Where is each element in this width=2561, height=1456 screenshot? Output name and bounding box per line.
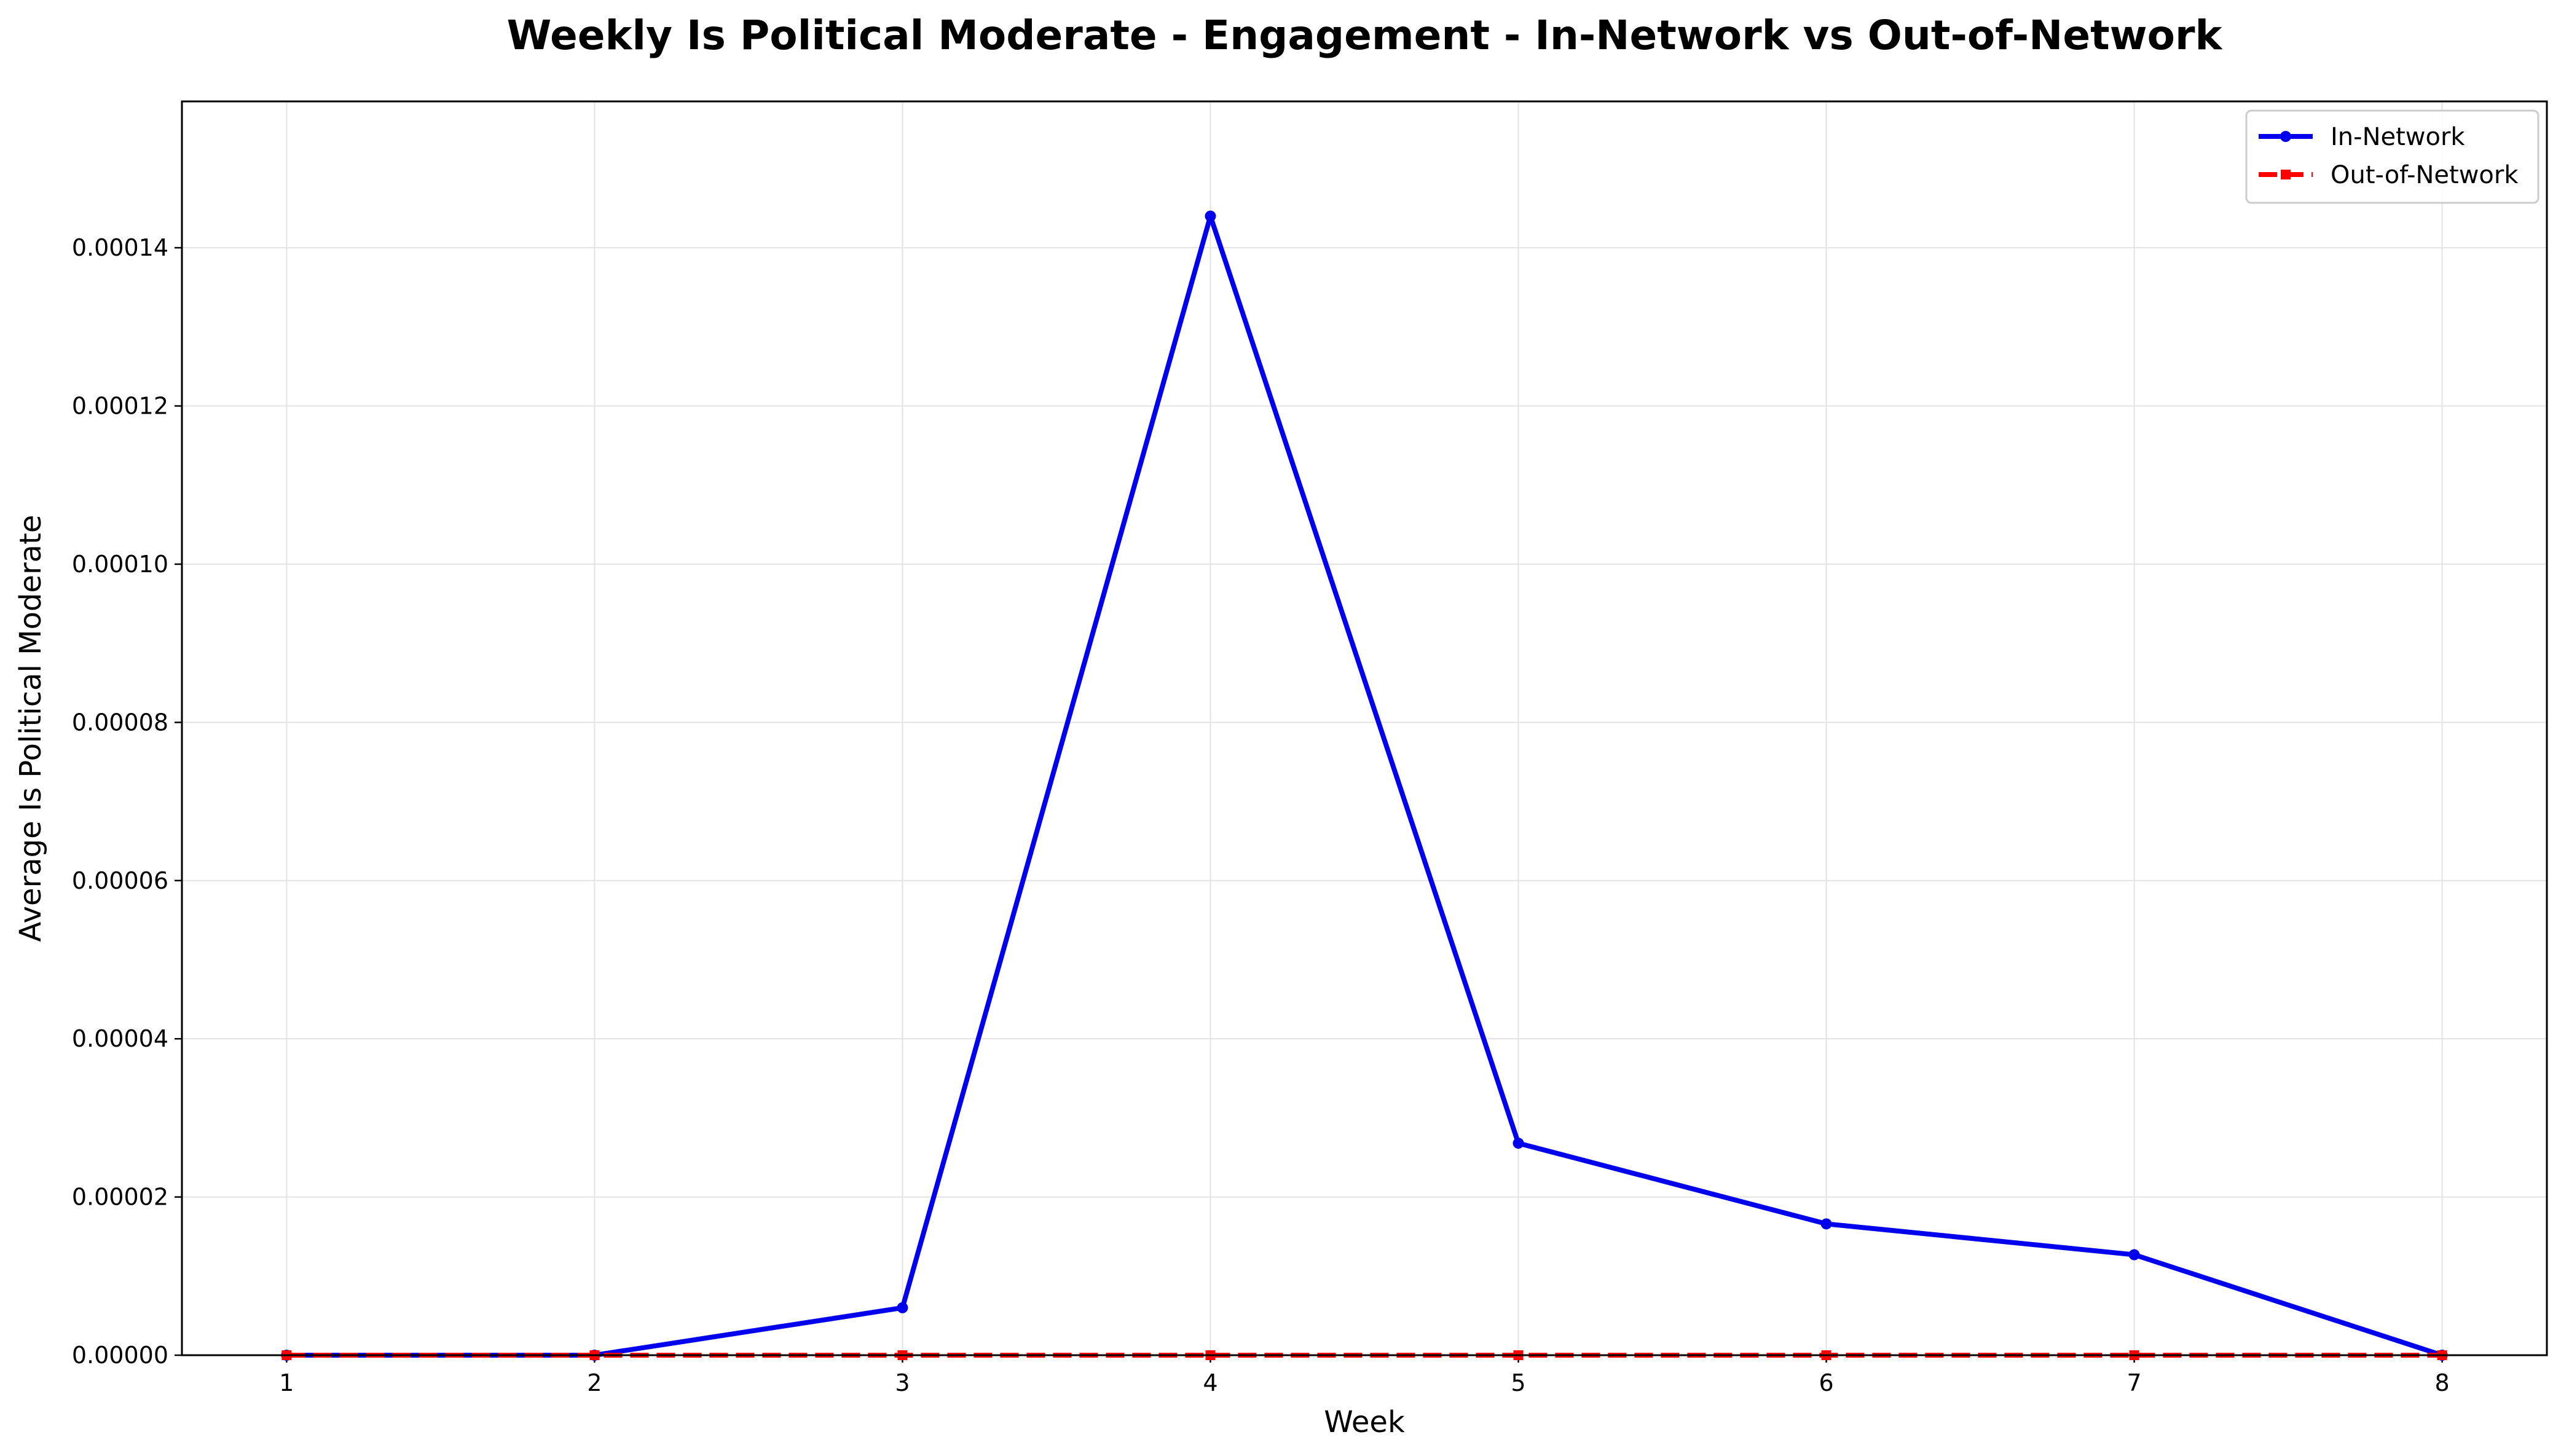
legend-box: [2245, 109, 2539, 204]
series-layer: [281, 210, 2448, 1361]
x-tick-label: 3: [895, 1369, 910, 1396]
data-point: [1513, 1138, 1524, 1149]
legend: In-Network Out-of-Network: [2245, 109, 2539, 204]
series-line: [286, 213, 2443, 1358]
y-tick-label: 0.00000: [72, 1342, 168, 1369]
legend-label: In-Network: [2331, 123, 2465, 151]
grid: [182, 101, 2547, 1356]
x-tick-label: 5: [1511, 1369, 1525, 1396]
x-tick-label: 1: [279, 1369, 294, 1396]
data-point: [1205, 210, 1216, 222]
y-tick-label: 0.00012: [72, 393, 168, 420]
x-tick-label: 2: [587, 1369, 602, 1396]
y-axis-label: Average Is Political Moderate: [14, 515, 48, 942]
legend-marker: [2280, 131, 2291, 142]
y-tick-label: 0.00014: [72, 234, 168, 261]
x-tick-label: 6: [1819, 1369, 1833, 1396]
y-tick-label: 0.00008: [72, 709, 168, 736]
y-axis-ticks: 0.00000 0.00002 0.00004 0.00006 0.00008 0.000…: [72, 234, 182, 1369]
data-point: [1820, 1218, 1832, 1230]
x-tick-label: 4: [1203, 1369, 1218, 1396]
y-tick-label: 0.00010: [72, 551, 168, 578]
x-tick-label: 8: [2435, 1369, 2450, 1396]
x-tick-label: 7: [2127, 1369, 2142, 1396]
legend-label: Out-of-Network: [2331, 161, 2519, 189]
chart-title: Weekly Is Political Moderate - Engagemen…: [507, 12, 2224, 59]
x-axis-ticks: 1 2 3 4 5 6 7 8: [279, 1355, 2450, 1396]
series-in-network: [281, 210, 2448, 1361]
y-tick-label: 0.00004: [72, 1025, 168, 1052]
x-axis-label: Week: [1324, 1405, 1405, 1439]
y-tick-label: 0.00006: [72, 867, 168, 894]
legend-marker: [2281, 170, 2291, 179]
data-point: [2128, 1249, 2140, 1261]
plot-frame: [181, 100, 2548, 1356]
data-point: [897, 1302, 908, 1313]
y-tick-label: 0.00002: [72, 1184, 168, 1211]
